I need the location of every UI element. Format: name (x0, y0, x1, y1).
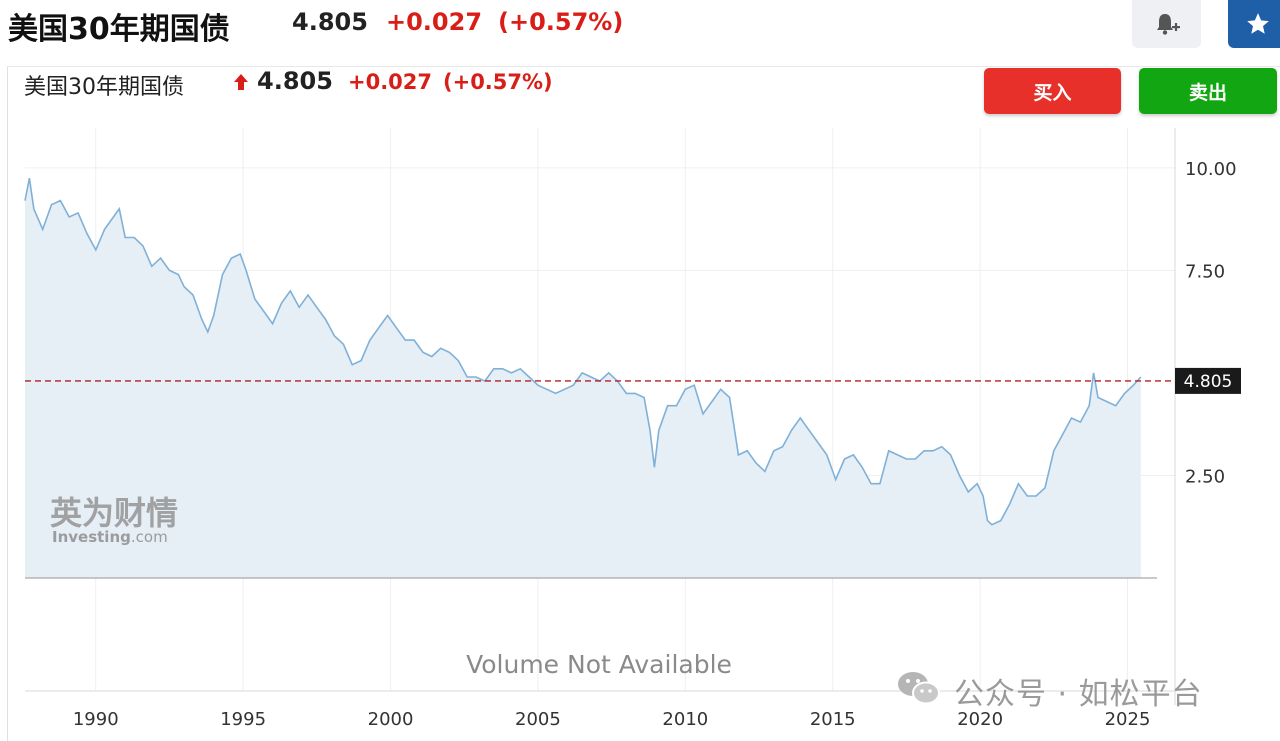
price-change-percent: (+0.57%) (498, 8, 624, 36)
x-tick-label: 2025 (1105, 709, 1151, 730)
y-tick-label: 7.50 (1185, 261, 1225, 282)
chart-title: 美国30年期国债 (24, 75, 184, 100)
series-line (24, 177, 1142, 526)
y-tick-label: 2.50 (1185, 466, 1225, 487)
chart-price-change: +0.027 (348, 70, 433, 94)
chart-price-change-percent: (+0.57%) (443, 70, 553, 94)
volume-not-available-note: Volume Not Available (466, 650, 732, 679)
add-to-watchlist-button[interactable] (1228, 0, 1280, 48)
star-icon (1247, 13, 1269, 34)
x-axis-ticks: 1990 1995 2000 2005 2010 2015 2020 2025 (73, 709, 1151, 730)
add-alert-button[interactable] (1132, 0, 1201, 48)
x-tick-label: 1990 (73, 709, 119, 730)
wechat-account-watermark: 公众号 · 如松平台 (954, 677, 1203, 712)
instrument-title: 美国30年期国债 (8, 12, 230, 47)
last-price-tag: 4.805 (1175, 367, 1241, 394)
chart-last-price: 4.805 (257, 67, 333, 95)
x-tick-label: 2000 (368, 709, 414, 730)
top-bar: 美国30年期国债 4.805 +0.027 (+0.57%) (0, 0, 1280, 66)
x-tick-label: 2020 (957, 709, 1003, 730)
x-tick-label: 2005 (515, 709, 561, 730)
watermark-brand-cn: 英为财情 (50, 494, 178, 532)
arrow-up-icon (234, 74, 248, 90)
sell-button[interactable]: 卖出 (1139, 68, 1277, 114)
price-change: +0.027 (386, 8, 483, 36)
x-tick-label: 1995 (220, 709, 266, 730)
y-tick-label: 10.00 (1185, 159, 1237, 180)
investing-watermark: 英为财情 Investing.com (50, 494, 178, 546)
buy-button[interactable]: 买入 (984, 68, 1121, 114)
x-tick-label: 2010 (662, 709, 708, 730)
last-price: 4.805 (292, 8, 368, 36)
watermark-brand-en: Investing.com (52, 528, 168, 546)
wechat-icon (898, 672, 940, 705)
last-price-label: 4.805 (1184, 372, 1233, 392)
series-area-fill (25, 178, 1141, 578)
y-axis-ticks: 10.00 7.50 2.50 (1185, 159, 1237, 488)
x-tick-label: 2015 (810, 709, 856, 730)
bell-plus-icon (1156, 14, 1180, 35)
